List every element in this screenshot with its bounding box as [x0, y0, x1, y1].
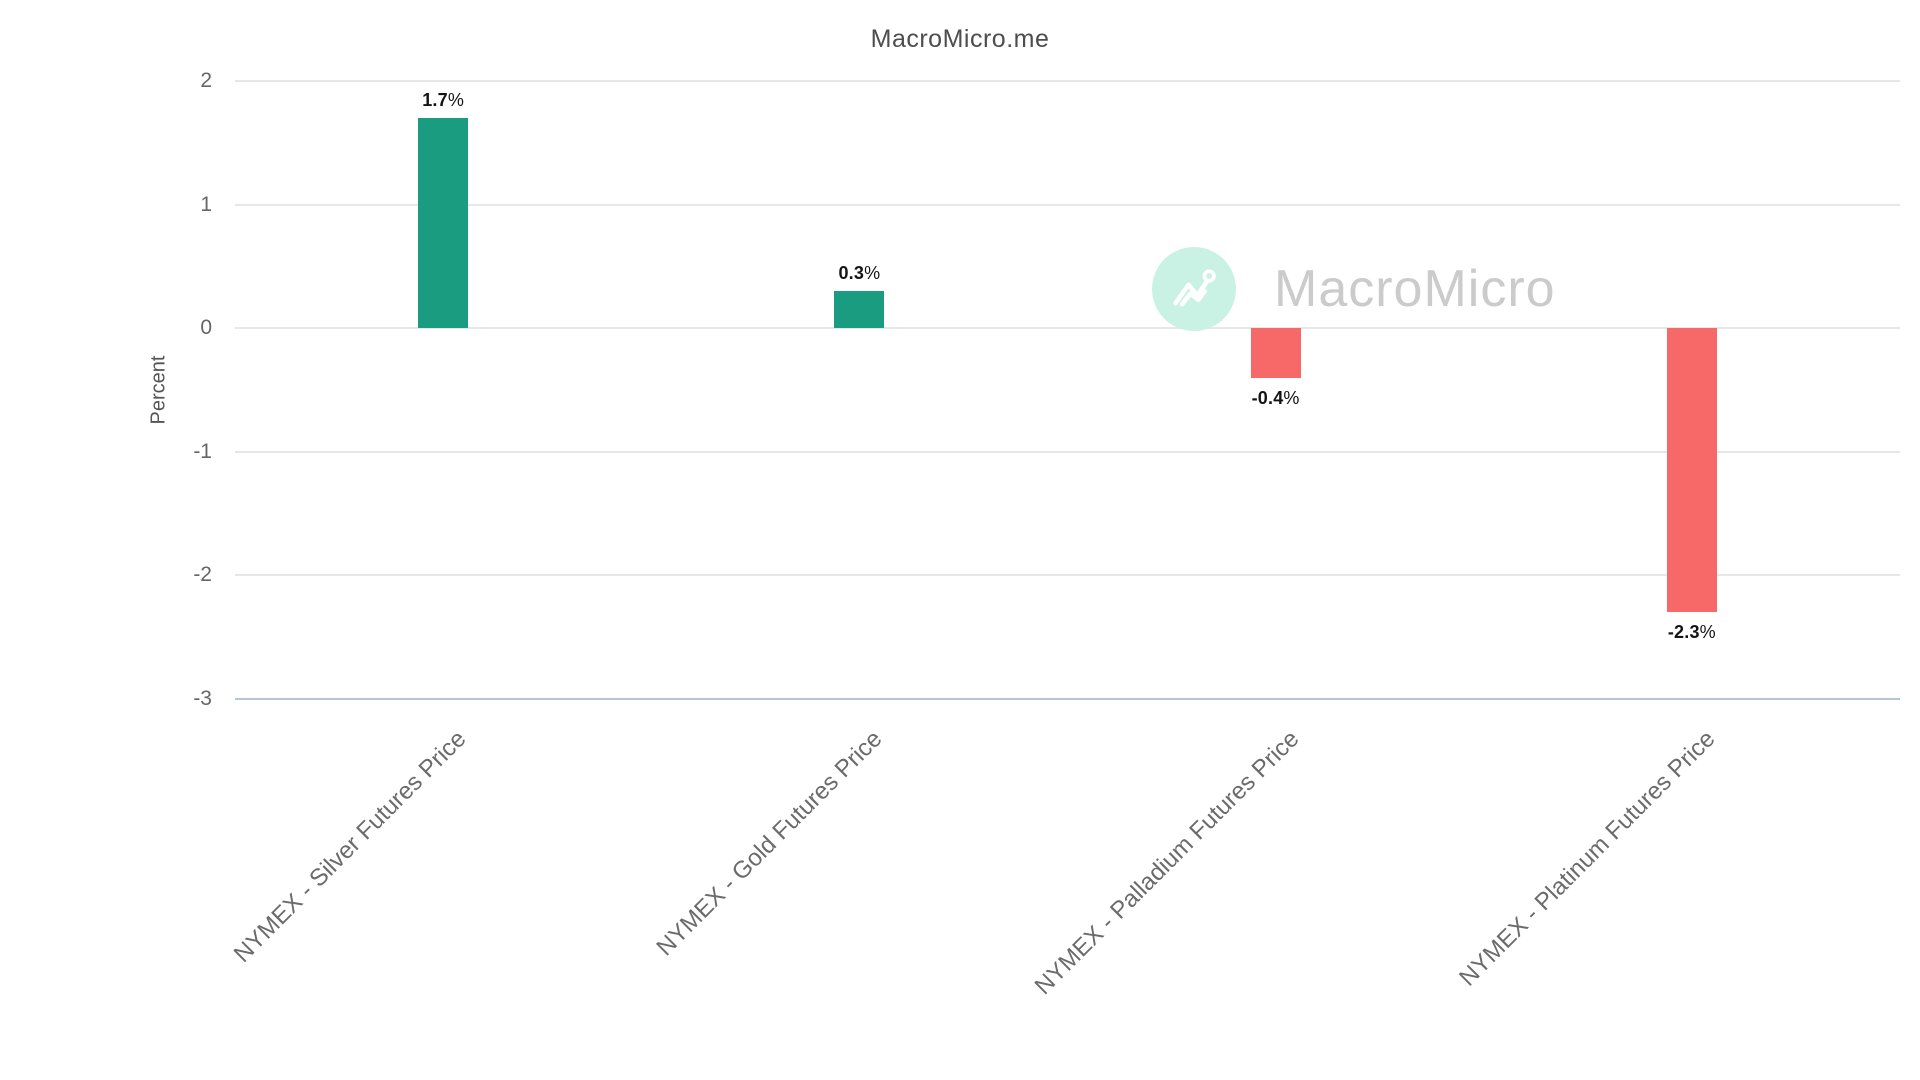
bar-4[interactable] — [1666, 328, 1717, 613]
bar-value-label: -0.4% — [1196, 388, 1356, 408]
bar-2[interactable] — [834, 291, 885, 329]
line-chart-icon — [1173, 269, 1216, 307]
value-number: 0.3 — [838, 263, 865, 284]
y-tick-label: 2 — [200, 69, 212, 92]
y-tick-label: -2 — [193, 563, 212, 587]
bar-1[interactable] — [418, 118, 469, 329]
value-number: 1.7 — [422, 90, 448, 111]
gridline-y-2 — [235, 80, 1900, 82]
gridline-y-0 — [235, 327, 1900, 330]
gridline-y--2 — [235, 574, 1900, 577]
x-axis-line — [235, 698, 1900, 700]
bar-3[interactable] — [1250, 328, 1301, 378]
chart-title: MacroMicro.me — [870, 25, 1050, 53]
value-number: -0.4 — [1251, 387, 1284, 408]
watermark-brand-text: MacroMicro — [1274, 260, 1556, 318]
gridline-y-1 — [235, 203, 1900, 206]
x-category-label: NYMEX - Silver Futures Price — [228, 725, 472, 968]
macromicro-logo-icon — [1152, 247, 1236, 331]
x-category-label: NYMEX - Platinum Futures Price — [1454, 725, 1721, 992]
watermark: MacroMicro — [1152, 247, 1556, 331]
y-tick-label: 1 — [200, 192, 212, 216]
gridline-y--1 — [235, 450, 1900, 453]
x-category-label: NYMEX - Palladium Futures Price — [1029, 725, 1305, 1000]
percent-sign: % — [864, 263, 881, 284]
x-category-label: NYMEX - Gold Futures Price — [651, 725, 888, 962]
y-tick-label: -3 — [193, 687, 212, 710]
y-tick-label: -1 — [193, 439, 212, 463]
percent-sign: % — [447, 90, 465, 111]
value-number: -2.3 — [1667, 622, 1700, 643]
bar-value-label: -2.3% — [1612, 622, 1772, 642]
bar-value-label: 1.7% — [363, 90, 523, 110]
bar-value-label: 0.3% — [779, 263, 939, 283]
percent-sign: % — [1699, 622, 1716, 643]
y-tick-label: 0 — [200, 316, 212, 340]
y-axis-title: Percent — [147, 355, 170, 425]
percent-sign: % — [1283, 387, 1300, 408]
